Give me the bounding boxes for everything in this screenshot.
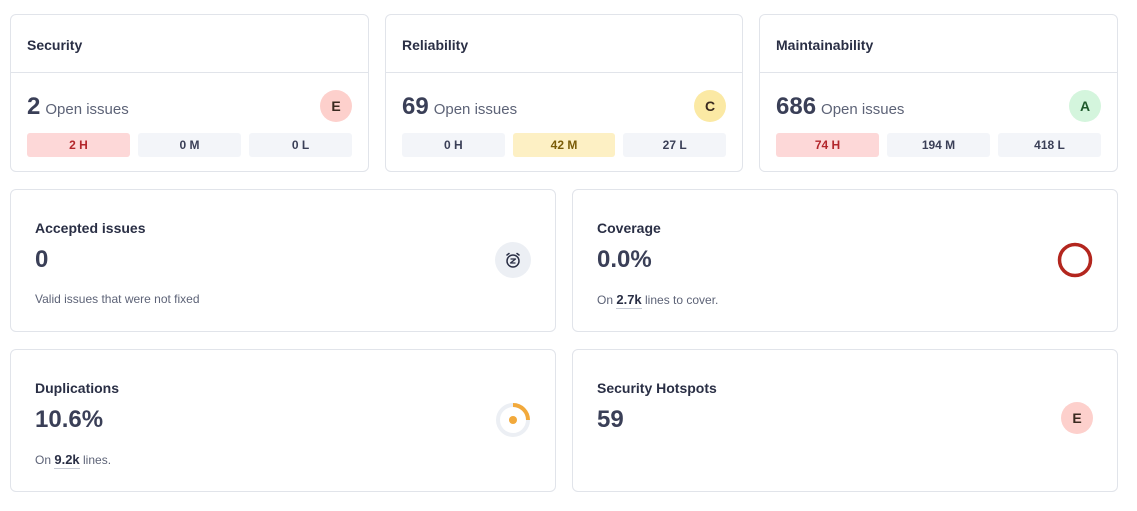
maintainability-high-issues[interactable]: 74 H	[776, 133, 879, 157]
accepted-issues-card[interactable]: Accepted issues 0 Valid issues that were…	[10, 189, 556, 332]
coverage-description: On 2.7k lines to cover.	[597, 292, 719, 309]
reliability-count-label: Open issues	[433, 101, 518, 118]
reliability-high-issues[interactable]: 0 H	[402, 133, 505, 157]
security-hotspots-rating-badge: E	[1061, 402, 1093, 434]
security-hotspots-card[interactable]: Security Hotspots 59 E	[572, 349, 1118, 492]
duplications-title: Duplications	[35, 380, 120, 396]
accepted-issues-value[interactable]: 0	[35, 246, 49, 273]
security-low-issues[interactable]: 0 L	[249, 133, 352, 157]
duplications-lines-link[interactable]: 9.2k	[54, 452, 80, 469]
coverage-lines-link[interactable]: 2.7k	[616, 292, 642, 309]
reliability-low-issues[interactable]: 27 L	[623, 133, 727, 157]
coverage-value[interactable]: 0.0%	[597, 246, 652, 273]
security-rating-badge: E	[320, 90, 352, 122]
accepted-issues-title: Accepted issues	[35, 220, 146, 236]
security-medium-issues[interactable]: 0 M	[138, 133, 241, 157]
maintainability-title: Maintainability	[760, 15, 1117, 73]
accepted-issues-description: Valid issues that were not fixed	[35, 292, 200, 306]
duplications-value[interactable]: 10.6%	[35, 406, 104, 433]
reliability-title: Reliability	[386, 15, 742, 73]
reliability-medium-issues[interactable]: 42 M	[512, 133, 616, 157]
snooze-clock-icon	[495, 242, 531, 278]
maintainability-rating-badge: A	[1069, 90, 1101, 122]
security-hotspots-title: Security Hotspots	[597, 380, 717, 396]
reliability-rating-badge: C	[694, 90, 726, 122]
coverage-title: Coverage	[597, 220, 661, 236]
security-count[interactable]: 2	[27, 93, 41, 120]
reliability-card[interactable]: Reliability 69 Open issues C 0 H 42 M 27…	[385, 14, 743, 172]
security-high-issues[interactable]: 2 H	[27, 133, 130, 157]
coverage-card[interactable]: Coverage 0.0% On 2.7k lines to cover.	[572, 189, 1118, 332]
maintainability-count[interactable]: 686	[776, 93, 817, 120]
duplications-donut-icon	[495, 402, 531, 438]
maintainability-count-label: Open issues	[821, 101, 905, 118]
coverage-ring-icon	[1057, 242, 1093, 278]
security-card[interactable]: Security 2 Open issues E 2 H 0 M 0 L	[10, 14, 369, 172]
maintainability-low-issues[interactable]: 418 L	[998, 133, 1101, 157]
maintainability-card[interactable]: Maintainability 686 Open issues A 74 H 1…	[759, 14, 1118, 172]
security-count-label: Open issues	[45, 101, 129, 118]
security-hotspots-value[interactable]: 59	[597, 406, 624, 433]
security-title: Security	[11, 15, 368, 73]
reliability-count[interactable]: 69	[402, 93, 429, 120]
duplications-card[interactable]: Duplications 10.6% On 9.2k lines.	[10, 349, 556, 492]
maintainability-medium-issues[interactable]: 194 M	[887, 133, 990, 157]
duplications-description: On 9.2k lines.	[35, 452, 112, 469]
